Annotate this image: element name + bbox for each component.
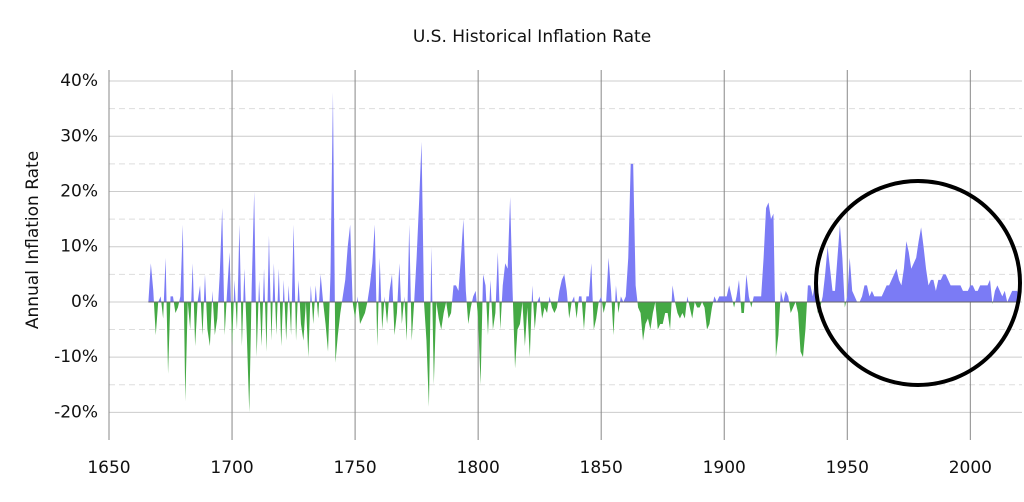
y-tick-label: -10% <box>54 347 98 367</box>
areas <box>148 92 1020 413</box>
x-tick-label: 1750 <box>333 458 376 478</box>
y-tick-label: -20% <box>54 402 98 422</box>
x-tick-label: 2000 <box>949 458 992 478</box>
grid <box>108 70 1022 440</box>
highlight-circle <box>814 179 1022 387</box>
x-tick-label: 1800 <box>457 458 500 478</box>
x-tick-label: 1950 <box>826 458 869 478</box>
x-tick-label: 1850 <box>580 458 623 478</box>
x-tick-label: 1700 <box>210 458 253 478</box>
x-tick-label: 1650 <box>87 458 130 478</box>
y-tick-label: 40% <box>60 71 98 91</box>
y-axis-label: Annual Inflation Rate <box>23 151 43 329</box>
negative-area <box>153 301 993 413</box>
y-tick-label: 10% <box>60 237 98 257</box>
labels: -20% -10% 0% 10% 20% 30% 40% 1650 1700 1750 1800 18… <box>54 71 992 478</box>
y-tick-label: 30% <box>60 126 98 146</box>
x-tick-label: 1900 <box>703 458 746 478</box>
chart-title: U.S. Historical Inflation Rate <box>413 27 651 47</box>
y-tick-label: 0% <box>71 292 98 312</box>
y-tick-label: 20% <box>60 181 98 201</box>
positive-area <box>148 92 1020 302</box>
